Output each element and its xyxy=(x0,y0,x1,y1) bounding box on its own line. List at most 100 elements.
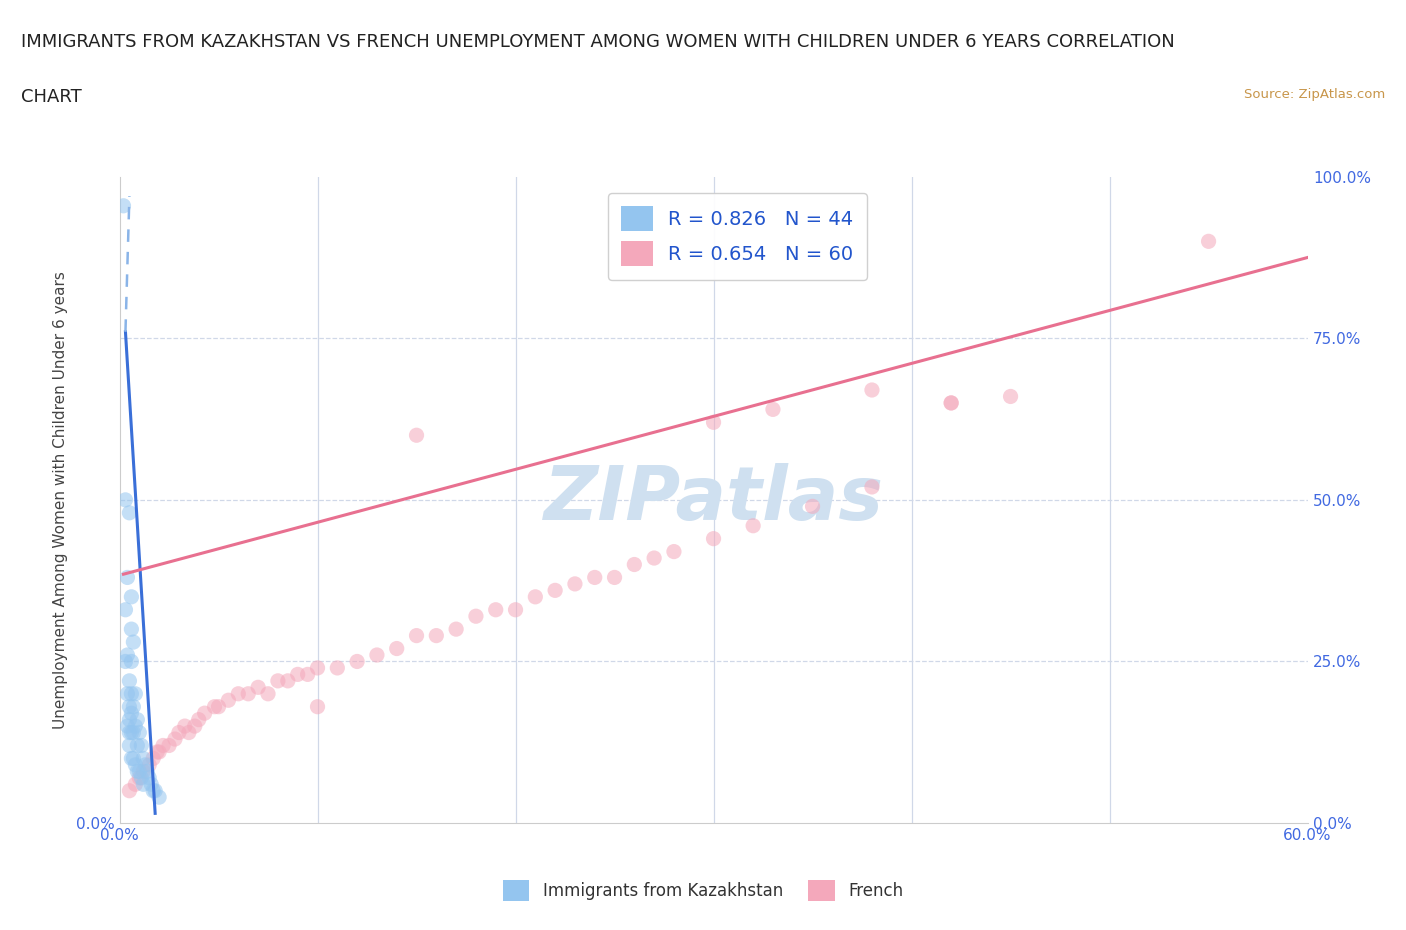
Point xyxy=(307,699,329,714)
Point xyxy=(124,757,146,772)
Point xyxy=(124,686,146,701)
Point xyxy=(762,402,785,417)
Point xyxy=(128,725,150,740)
Point xyxy=(114,603,136,618)
Point xyxy=(117,647,139,662)
Point xyxy=(425,628,447,643)
Point xyxy=(163,732,186,747)
Point xyxy=(124,777,146,791)
Point xyxy=(138,757,160,772)
Point xyxy=(118,673,141,688)
Point xyxy=(142,751,165,766)
Point xyxy=(207,699,229,714)
Point xyxy=(122,699,145,714)
Point xyxy=(217,693,239,708)
Point xyxy=(204,699,226,714)
Point xyxy=(136,764,159,778)
Point xyxy=(127,712,149,727)
Point xyxy=(247,680,270,695)
Point xyxy=(127,764,149,778)
Point xyxy=(122,725,145,740)
Point xyxy=(117,719,139,734)
Point xyxy=(184,719,207,734)
Point xyxy=(117,686,139,701)
Point xyxy=(132,764,155,778)
Point xyxy=(326,660,349,675)
Point xyxy=(366,647,388,662)
Point xyxy=(544,583,567,598)
Point xyxy=(132,751,155,766)
Text: Source: ZipAtlas.com: Source: ZipAtlas.com xyxy=(1244,88,1385,101)
Point xyxy=(702,415,725,430)
Point xyxy=(120,725,142,740)
Point xyxy=(939,395,962,410)
Legend: Immigrants from Kazakhstan, French: Immigrants from Kazakhstan, French xyxy=(496,873,910,908)
Point xyxy=(167,725,190,740)
Point xyxy=(122,634,145,649)
Point xyxy=(124,719,146,734)
Point xyxy=(134,757,156,772)
Point xyxy=(120,706,142,721)
Point xyxy=(120,622,142,637)
Point xyxy=(148,790,170,804)
Point xyxy=(120,654,142,669)
Point xyxy=(385,641,408,656)
Point xyxy=(405,428,427,443)
Point xyxy=(702,531,725,546)
Point xyxy=(643,551,665,565)
Point xyxy=(801,498,824,513)
Point xyxy=(117,570,139,585)
Point xyxy=(157,738,180,753)
Point xyxy=(112,198,135,213)
Point xyxy=(603,570,626,585)
Point xyxy=(277,673,299,688)
Point xyxy=(405,628,427,643)
Point xyxy=(257,686,280,701)
Point xyxy=(118,505,141,520)
Point xyxy=(128,770,150,785)
Point xyxy=(505,603,527,618)
Point xyxy=(346,654,368,669)
Point xyxy=(118,712,141,727)
Y-axis label: Unemployment Among Women with Children Under 6 years: Unemployment Among Women with Children U… xyxy=(52,271,67,729)
Point xyxy=(122,751,145,766)
Legend: R = 0.826   N = 44, R = 0.654   N = 60: R = 0.826 N = 44, R = 0.654 N = 60 xyxy=(607,193,868,280)
Point xyxy=(142,783,165,798)
Point xyxy=(118,783,141,798)
Point xyxy=(297,667,319,682)
Point xyxy=(120,751,142,766)
Point xyxy=(238,686,260,701)
Text: ZIPatlas: ZIPatlas xyxy=(544,463,883,537)
Point xyxy=(146,745,169,760)
Point xyxy=(1000,389,1022,404)
Point xyxy=(118,699,141,714)
Point xyxy=(127,738,149,753)
Point xyxy=(939,395,962,410)
Point xyxy=(120,686,142,701)
Point xyxy=(860,480,883,495)
Point xyxy=(141,777,163,791)
Point xyxy=(114,493,136,508)
Point xyxy=(114,654,136,669)
Point xyxy=(143,783,166,798)
Point xyxy=(662,544,685,559)
Point xyxy=(128,764,150,778)
Point xyxy=(152,738,174,753)
Point xyxy=(742,518,765,533)
Point xyxy=(464,609,488,624)
Point xyxy=(307,660,329,675)
Point xyxy=(118,738,141,753)
Point xyxy=(129,770,152,785)
Point xyxy=(138,770,160,785)
Point xyxy=(148,745,170,760)
Point xyxy=(132,777,155,791)
Point xyxy=(860,382,883,397)
Point xyxy=(194,706,217,721)
Point xyxy=(524,590,547,604)
Point xyxy=(444,622,467,637)
Point xyxy=(228,686,250,701)
Point xyxy=(173,719,195,734)
Point xyxy=(118,725,141,740)
Point xyxy=(120,590,142,604)
Point xyxy=(564,577,586,591)
